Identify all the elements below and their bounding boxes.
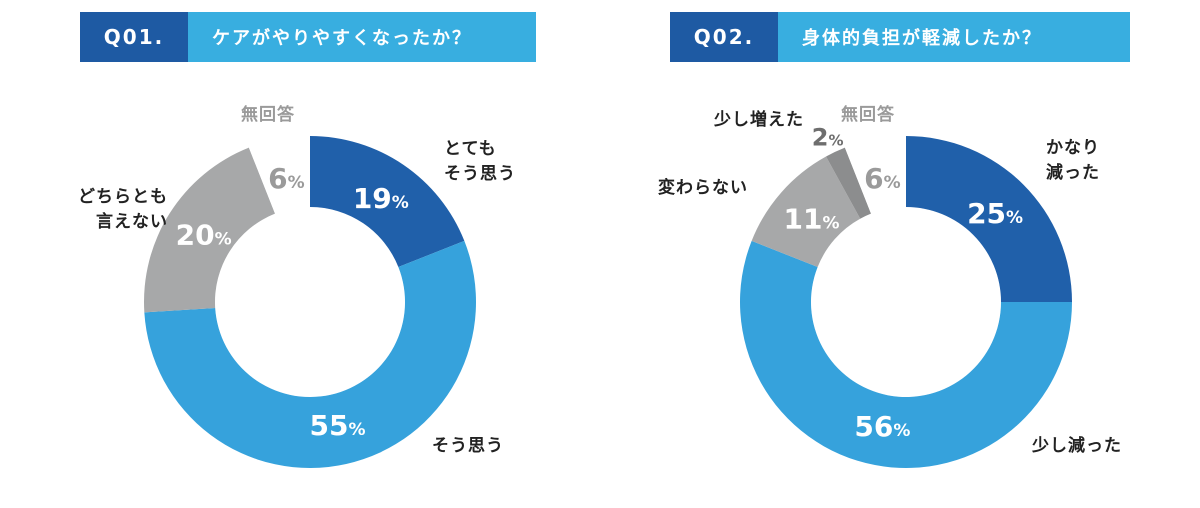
percent-label: 2% bbox=[812, 124, 844, 152]
category-label: かなり 減った bbox=[1046, 138, 1100, 183]
category-label: 変わらない bbox=[658, 178, 748, 198]
category-label: 少し増えた bbox=[714, 110, 804, 130]
category-label: とても そう思う bbox=[444, 139, 516, 184]
donut-slice bbox=[248, 136, 310, 214]
donut-slice bbox=[906, 136, 1072, 302]
question-number: Q02. bbox=[670, 12, 778, 62]
question-header-q02: Q02. 身体的負担が軽減したか？ bbox=[670, 12, 1130, 62]
donut-chart-q01: 19% 55% 20% 6% bbox=[144, 136, 477, 469]
percent-label: 20% bbox=[176, 218, 232, 251]
percent-label: 6% bbox=[864, 162, 901, 195]
donut-slice bbox=[144, 240, 477, 469]
category-label: 無回答 bbox=[841, 105, 895, 125]
percent-label: 19% bbox=[353, 182, 409, 215]
category-label: 無回答 bbox=[241, 105, 295, 125]
donut-slice bbox=[740, 240, 1072, 469]
percent-label: 25% bbox=[967, 197, 1023, 230]
donut-inner-band bbox=[811, 207, 1001, 397]
question-title: 身体的負担が軽減したか？ bbox=[778, 12, 1130, 62]
donut-chart-q02: 25% 56% 11% 2% 6% bbox=[740, 124, 1072, 469]
percent-label: 6% bbox=[268, 162, 305, 195]
donut-hole bbox=[256, 248, 364, 356]
donut-inner-band bbox=[215, 207, 405, 397]
question-header-q01: Q01. ケアがやりやすくなったか？ bbox=[80, 12, 536, 62]
donut-hole bbox=[852, 248, 960, 356]
category-label: どちらとも 言えない bbox=[78, 187, 168, 232]
percent-label: 56% bbox=[854, 410, 910, 443]
donut-slice bbox=[144, 147, 276, 313]
donut-slice bbox=[844, 136, 906, 214]
chart-panel-q02: Q02. 身体的負担が軽減したか？ 25% 56% 11% 2% 6% かなり 減った … bbox=[600, 0, 1200, 508]
question-number: Q01. bbox=[80, 12, 188, 62]
chart-panel-q01: Q01. ケアがやりやすくなったか？ 19% 55% 20% 6% とても そう思う … bbox=[78, 12, 536, 469]
question-title: ケアがやりやすくなったか？ bbox=[188, 12, 536, 62]
donut-slice bbox=[826, 147, 872, 219]
percent-label: 55% bbox=[309, 409, 365, 442]
category-label: 少し減った bbox=[1032, 436, 1122, 456]
percent-label: 11% bbox=[783, 203, 839, 236]
donut-slice bbox=[310, 136, 465, 268]
category-label: そう思う bbox=[432, 436, 504, 456]
donut-slice bbox=[751, 156, 861, 268]
